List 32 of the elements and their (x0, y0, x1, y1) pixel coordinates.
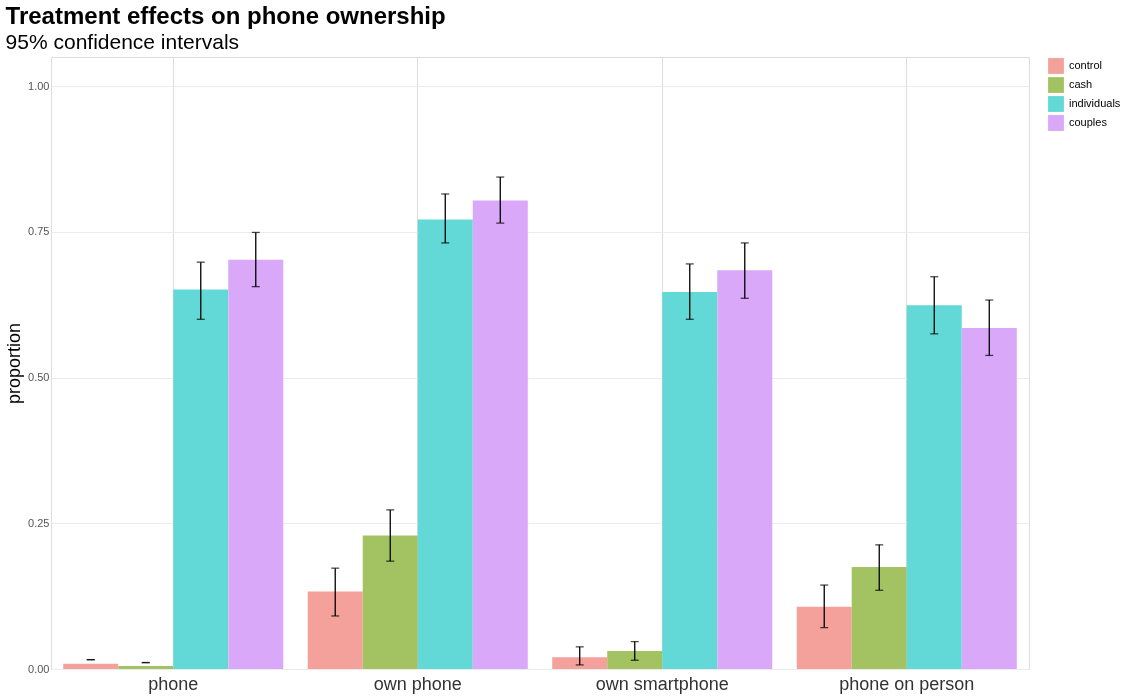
x-tick-label: phone on person (839, 673, 975, 694)
y-tick-label: 0.75 (28, 225, 50, 238)
legend-label: couples (1069, 116, 1108, 128)
bar (607, 650, 663, 669)
bar (307, 591, 363, 669)
y-tick-label: 0.25 (28, 516, 50, 529)
x-tick-label: phone (148, 673, 199, 694)
bar (417, 219, 473, 669)
legend-label: cash (1069, 78, 1093, 90)
chart-title: Treatment effects on phone ownership (5, 2, 446, 29)
bar (552, 657, 608, 669)
y-tick-label: 0.50 (28, 371, 50, 384)
legend-label: control (1069, 59, 1103, 71)
bar (472, 200, 528, 669)
legend-label: individuals (1069, 97, 1121, 109)
bar (63, 663, 119, 669)
bar (662, 291, 718, 669)
bar (796, 606, 852, 669)
bar (851, 567, 907, 669)
chart-subtitle: 95% confidence intervals (5, 30, 240, 53)
y-tick-label: 1.00 (28, 79, 50, 92)
y-axis-title: proportion (4, 322, 25, 405)
x-tick-label: own smartphone (595, 673, 729, 694)
x-tick-label: own phone (373, 673, 462, 694)
bar (118, 666, 174, 669)
bar (228, 259, 284, 669)
bar (173, 289, 229, 669)
bar (906, 305, 962, 669)
y-tick-label: 0.00 (28, 662, 50, 675)
bar (717, 270, 773, 669)
bar (961, 328, 1017, 669)
bar (362, 535, 418, 669)
